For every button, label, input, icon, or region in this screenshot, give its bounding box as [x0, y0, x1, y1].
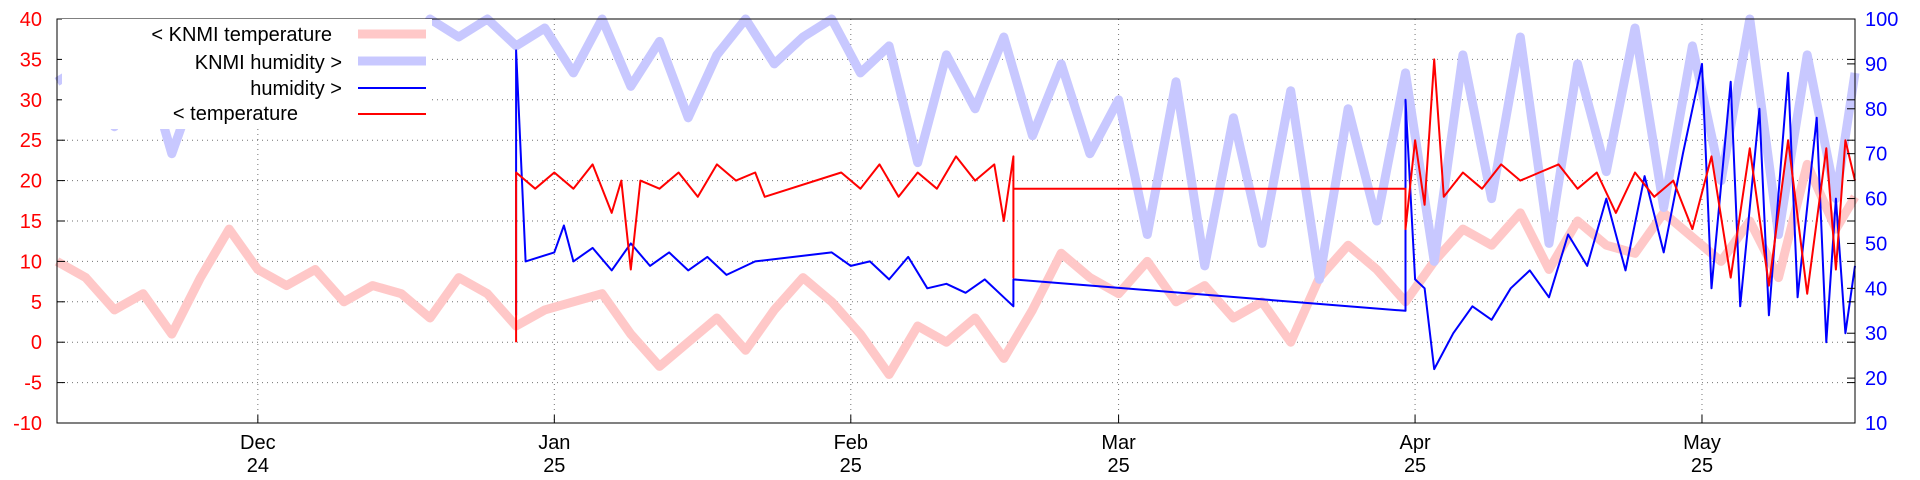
x-tick-label-month: Mar — [1101, 432, 1136, 454]
x-tick-label-month: Jan — [538, 432, 570, 454]
y-left-tick-label: 20 — [20, 171, 42, 193]
y-right-tick-label: 30 — [1865, 323, 1887, 345]
y-right-tick-label: 50 — [1865, 233, 1887, 255]
y-left-tick-label: 5 — [31, 292, 42, 314]
legend-label-humidity: humidity > — [250, 78, 342, 100]
y-left-tick-label: 15 — [20, 211, 42, 233]
x-tick-label-month: Feb — [834, 432, 868, 454]
x-tick-label-month: Apr — [1400, 432, 1431, 454]
x-tick-label-year: 25 — [1107, 455, 1129, 477]
y-left-tick-label: 30 — [20, 90, 42, 112]
y-right-tick-label: 80 — [1865, 99, 1887, 121]
legend: < KNMI temperature KNMI humidity > humid… — [62, 19, 432, 129]
x-tick-label-year: 24 — [247, 455, 269, 477]
y-right-tick-label: 40 — [1865, 278, 1887, 300]
y-left-tick-label: 10 — [20, 251, 42, 273]
y-left-tick-label: 0 — [31, 332, 42, 354]
y-right-tick-label: 60 — [1865, 189, 1887, 211]
y-right-tick-label: 90 — [1865, 54, 1887, 76]
x-tick-label-month: May — [1683, 432, 1721, 454]
x-tick-label-year: 25 — [840, 455, 862, 477]
series-line-0 — [54, 159, 1859, 379]
x-tick-label-month: Dec — [240, 432, 276, 454]
series-line-3 — [515, 58, 1856, 343]
y-right-tick-label: 10 — [1865, 413, 1887, 435]
y-left-tick-label: 35 — [20, 49, 42, 71]
axes-layer: -10 -5 0 5 10 15 20 25 30 35 40 10 20 30 40 50 60 70 80 90 1… — [13, 9, 1898, 477]
y-left-tick-label: -10 — [13, 413, 42, 435]
y-right-tick-label: 100 — [1865, 9, 1898, 31]
x-tick-label-year: 25 — [1404, 455, 1426, 477]
legend-label-knmi-temperature: < KNMI temperature — [151, 24, 332, 46]
x-tick-label-year: 25 — [543, 455, 565, 477]
legend-label-knmi-humidity: KNMI humidity > — [195, 52, 342, 74]
x-tick-label-year: 25 — [1691, 455, 1713, 477]
legend-label-temperature: < temperature — [173, 103, 298, 125]
y-right-tick-label: 70 — [1865, 144, 1887, 166]
y-left-tick-label: 40 — [20, 9, 42, 31]
y-left-tick-label: 25 — [20, 130, 42, 152]
y-right-tick-label: 20 — [1865, 368, 1887, 390]
y-left-tick-label: -5 — [24, 373, 42, 395]
